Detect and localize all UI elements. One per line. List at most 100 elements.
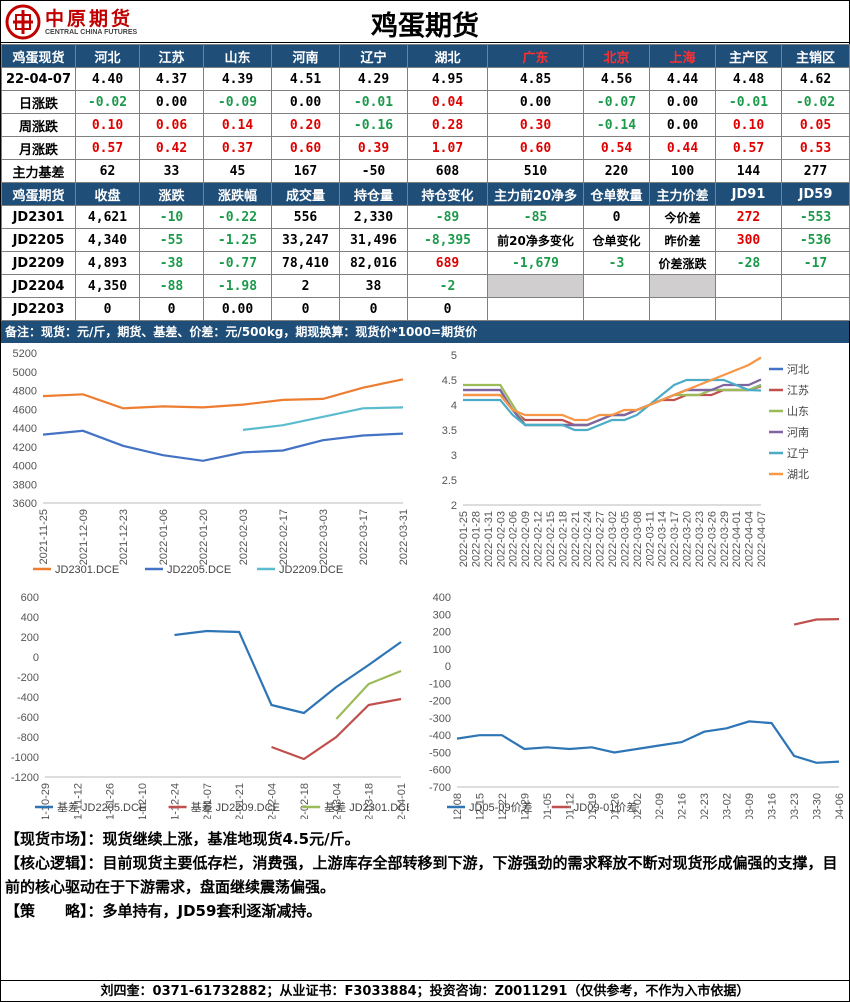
x-tick-label: 2021-12-23 — [118, 509, 130, 565]
x-tick-label: 2022-03-16 — [767, 793, 779, 819]
futures-cell — [487, 274, 584, 298]
x-tick-label: 2022-03-30 — [812, 793, 824, 819]
y-tick-label: -400 — [429, 730, 451, 742]
basis-chart: -1200 -1000 -800 -600 -400 -200 0 200 400 600 2021… — [11, 592, 409, 819]
futures-row-label: JD2301 — [1, 205, 76, 229]
futures-cell: 0 — [583, 205, 650, 229]
y-tick-label: 600 — [21, 592, 39, 604]
x-tick-label: 2022-02-23 — [699, 793, 711, 819]
spot-cell: 4.39 — [203, 67, 272, 91]
series-line — [335, 669, 402, 720]
y-tick-label: 400 — [21, 612, 39, 624]
y-tick-label: 4 — [451, 400, 457, 412]
spot-cell: 0.57 — [75, 136, 140, 160]
spot-cell: 4.37 — [139, 67, 204, 91]
futures-header-cell: 鸡蛋期货 — [1, 182, 76, 206]
spot-row: 周涨跌 0.10 0.06 0.14 0.20 -0.16 0.28 0.30 -0.14 0.0… — [1, 113, 850, 137]
spot-cell: 0.60 — [271, 136, 340, 160]
spot-cell: 0.53 — [781, 136, 850, 160]
futures-cell: -55 — [139, 228, 204, 252]
x-tick-label: 2022-03-09 — [744, 793, 756, 819]
legend-label: JD2301.DCE — [55, 564, 119, 576]
futures-cell: 0 — [339, 297, 408, 321]
series-line — [456, 720, 840, 764]
x-tick-label: 2022-03-26 — [706, 511, 718, 567]
spot-header-row: 鸡蛋现货 河北 江苏 山东 河南 辽宁 湖北 广东 北京 上海 主产区 主销区 — [1, 44, 850, 68]
spot-row-label: 主力基差 — [1, 159, 76, 183]
x-tick-label: 2022-01-31 — [483, 511, 495, 567]
y-tick-label: 4200 — [13, 442, 37, 454]
spot-header-cell: 河北 — [75, 44, 140, 68]
y-tick-label: 3.5 — [442, 425, 457, 437]
x-tick-label: 2022-03-29 — [719, 511, 731, 567]
futures-row: JD2301 4,621 -10 -0.22 556 2,330 -89 -85 0 今价差 272… — [1, 205, 850, 229]
x-tick-label: 2022-03-02 — [722, 793, 734, 819]
spot-row: 主力基差 62 33 45 167 -50 608 510 220 100 144 277 — [1, 159, 850, 183]
futures-cell: 38 — [339, 274, 408, 298]
commentary-label: 【核心逻辑】： — [5, 854, 103, 872]
x-tick-label: 2022-01-05 — [542, 793, 554, 819]
spot-cell: -0.02 — [781, 90, 850, 114]
legend-label: 辽宁 — [787, 446, 809, 460]
x-tick-label: 2022-02-15 — [545, 511, 557, 567]
commentary-paragraph: 【现货市场】：现货继续上涨，基准地现货4.5元/斤。 — [5, 827, 847, 851]
legend-label: 基差 JD2205.DCE — [57, 800, 146, 814]
spot-cell: 608 — [407, 159, 488, 183]
footer-contact: 刘四奎：0371-61732882；从业证书：F3033884；投资咨询：Z00… — [1, 980, 849, 1001]
futures-row-label: JD2205 — [1, 228, 76, 252]
spot-cell: 4.85 — [487, 67, 584, 91]
futures-row-label: JD2203 — [1, 297, 76, 321]
futures-row: JD2203 0 0 0.00 0 0 0 — [1, 297, 850, 321]
futures-row: JD2205 4,340 -55 -1.25 33,247 31,496 -8,395 前20… — [1, 228, 850, 252]
futures-cell: -17 — [781, 251, 850, 275]
x-tick-label: 2021-11-25 — [38, 509, 50, 564]
spot-cell: 4.44 — [649, 67, 716, 91]
x-tick-label: 2021-10-29 — [40, 783, 52, 819]
legend-label: 湖北 — [787, 468, 809, 481]
commentary-text: 多单持有，JD59套利逐渐减持。 — [102, 902, 322, 920]
commentary-text: 目前现货主要低存栏，消费强，上游库存全部转移到下游，下游强劲的需求释放不断对现货… — [5, 854, 838, 896]
futures-cell: 0 — [75, 297, 140, 321]
futures-cell: 4,350 — [75, 274, 140, 298]
spot-row-label: 周涨跌 — [1, 113, 76, 137]
x-tick-label: 2022-01-20 — [198, 509, 210, 565]
spot-header-cell: 山东 — [203, 44, 272, 68]
commentary: 【现货市场】：现货继续上涨，基准地现货4.5元/斤。 【核心逻辑】：目前现货主要低… — [5, 827, 847, 923]
futures-cell: 0 — [407, 297, 488, 321]
spot-cell: 0.37 — [203, 136, 272, 160]
futures-row: JD2204 4,350 -88 -1.98 2 38 -2 — [1, 274, 850, 298]
y-tick-label: -300 — [429, 713, 451, 725]
x-tick-label: 2022-02-27 — [595, 511, 607, 567]
spot-cell: -0.09 — [203, 90, 272, 114]
series-line — [463, 356, 762, 422]
series-line — [793, 618, 840, 626]
x-tick-label: 2022-04-07 — [756, 511, 768, 567]
y-tick-label: -600 — [429, 765, 451, 777]
report-header: 中原期货 CENTRAL CHINA FUTURES 鸡蛋期货 — [1, 1, 849, 43]
x-tick-label: 2021-12-24 — [169, 783, 181, 819]
y-tick-label: 2.5 — [442, 475, 457, 487]
legend-label: 河南 — [787, 426, 809, 439]
futures-cell: 仓单变化 — [583, 228, 650, 252]
futures-cell: 272 — [715, 205, 782, 229]
spot-row: 22-04-07 4.40 4.37 4.39 4.51 4.29 4.95 4.85 4.56… — [1, 67, 850, 91]
futures-cell: -38 — [139, 251, 204, 275]
futures-cell: -88 — [139, 274, 204, 298]
y-tick-label: -1000 — [11, 752, 39, 764]
x-tick-label: 2022-03-23 — [789, 793, 801, 819]
spot-cell: 4.56 — [583, 67, 650, 91]
x-tick-label: 2022-02-04 — [267, 783, 279, 819]
futures-cell: 300 — [715, 228, 782, 252]
futures-cell: -85 — [487, 205, 584, 229]
y-tick-label: 200 — [21, 632, 39, 644]
legend-label: 基差 JD2301.DCE — [324, 800, 409, 814]
futures-header-cell: 主力前20净多 — [487, 182, 584, 206]
spot-cell: 0.00 — [487, 90, 584, 114]
commentary-paragraph: 【核心逻辑】：目前现货主要低存栏，消费强，上游库存全部转移到下游，下游强劲的需求… — [5, 851, 847, 899]
futures-header-cell: 成交量 — [271, 182, 340, 206]
x-tick-label: 2022-01-26 — [609, 793, 621, 819]
logo-cn: 中原期货 — [45, 8, 134, 30]
x-tick-label: 2022-02-18 — [299, 783, 311, 819]
spot-cell: 277 — [781, 159, 850, 183]
y-tick-label: 5000 — [13, 367, 37, 379]
